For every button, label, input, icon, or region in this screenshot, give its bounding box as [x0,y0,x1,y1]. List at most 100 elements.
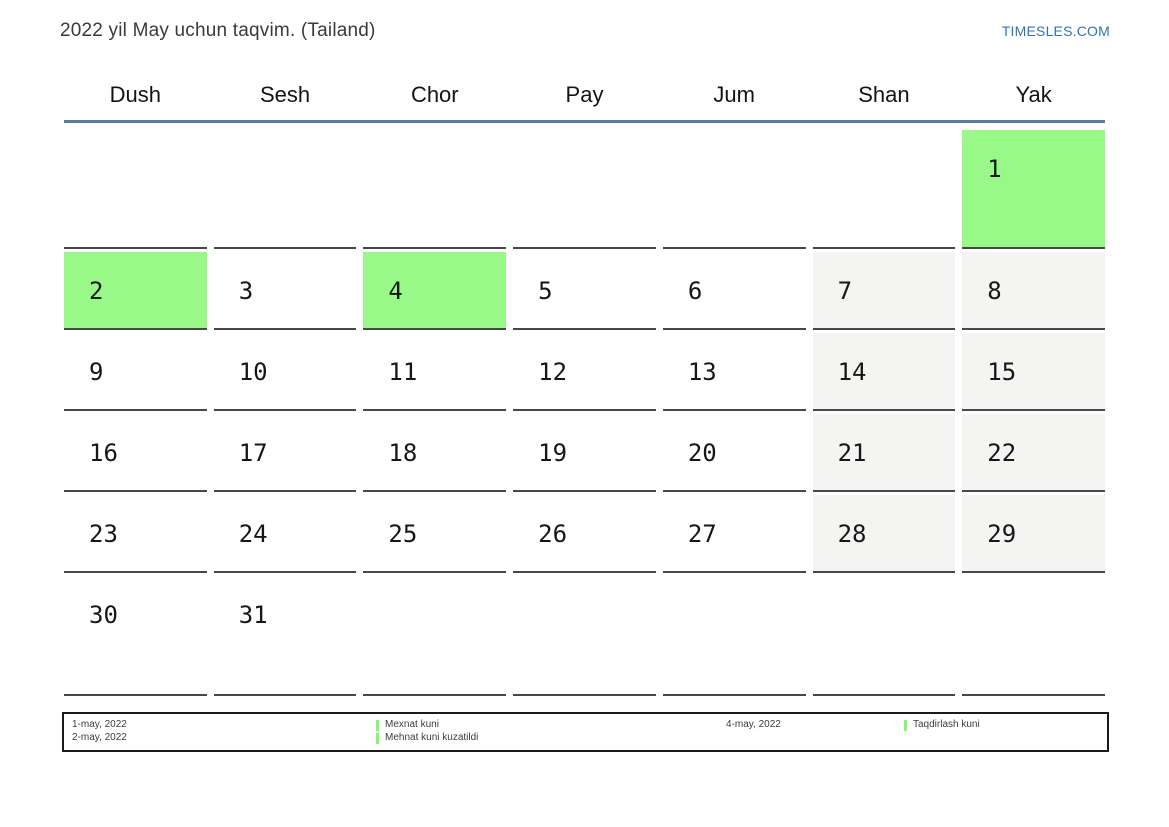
calendar-cell-day-16: 16 [64,414,207,492]
day-number: 12 [538,358,568,386]
calendar-grid: 1 2 3 4 5 6 7 8 9 10 11 12 13 14 15 16 17 18 19 20 21 22 23 24 2… [64,130,1105,696]
weekday-label-pay: Pay [565,82,604,107]
calendar-cell-day-28: 28 [812,495,956,573]
calendar-cell-day-3: 3 [213,252,357,330]
day-number: 16 [89,439,118,467]
calendar-cell-day-29: 29 [962,495,1105,573]
calendar-cell-day-27: 27 [662,495,806,573]
calendar-cell-day-18: 18 [363,414,507,492]
weekday-header-row: Dush Sesh Chor Pay Jum Shan Yak [64,82,1105,108]
calendar-cell-day-9: 9 [64,333,207,411]
calendar-cell-day-5: 5 [513,252,656,330]
weekday-label-yak: Yak [1015,82,1052,107]
calendar-cell-empty [363,576,507,696]
day-number: 13 [687,358,717,386]
day-number: 21 [837,439,867,467]
day-number: 10 [238,358,268,386]
calendar-cell-empty [363,130,507,249]
weekday-label-sesh: Sesh [259,82,311,107]
legend-item-label: Taqdirlash kuni [913,719,980,730]
calendar-cell-day-4: 4 [363,252,507,330]
calendar-cell-day-23: 23 [64,495,207,573]
legend-dates-left: 1-may, 2022 2-may, 2022 [72,719,127,744]
calendar-cell-empty [513,576,656,696]
calendar-cell-day-17: 17 [213,414,357,492]
calendar-week-row: 1 [64,130,1105,249]
calendar-cell-day-6: 6 [662,252,806,330]
legend-item-label: Mehnat kuni kuzatildi [385,732,479,743]
day-number: 29 [987,520,1017,548]
legend-color-bar-icon [904,719,907,731]
day-number: 7 [837,277,853,305]
day-number: 27 [687,520,717,548]
calendar-cell-day-15: 15 [962,333,1105,411]
calendar-cell-day-22: 22 [962,414,1105,492]
calendar-cell-day-8: 8 [962,252,1105,330]
calendar-cell-day-21: 21 [812,414,956,492]
calendar-cell-day-25: 25 [363,495,507,573]
calendar-cell-day-20: 20 [662,414,806,492]
legend-color-bar-icon [376,719,379,731]
calendar-cell-day-12: 12 [513,333,656,411]
day-number: 6 [687,277,703,305]
legend-box: 1-may, 2022 2-may, 2022 Mexnat kuni Mehnat… [62,712,1109,752]
calendar-cell-day-1: 1 [962,130,1105,249]
header-rule [64,120,1105,123]
day-number: 24 [238,520,268,548]
calendar-cell-day-30: 30 [64,576,207,696]
legend-items-right: Taqdirlash kuni [904,719,980,731]
calendar-cell-empty [812,576,956,696]
timesles-site-link[interactable]: TIMESLES.COM [1001,23,1110,39]
calendar-cell-day-10: 10 [213,333,357,411]
day-number: 11 [388,358,418,386]
legend-date: 4-may, 2022 [726,719,781,730]
weekday-label-shan: Shan [858,82,910,107]
day-number: 28 [837,520,867,548]
calendar-week-row: 23 24 25 26 27 28 29 [64,495,1105,573]
day-number: 23 [89,520,118,548]
calendar-cell-day-2: 2 [64,252,207,330]
page-header: 2022 yil May uchun taqvim. (Tailand) TIM… [0,0,1169,42]
calendar-cell-day-14: 14 [812,333,956,411]
day-number: 2 [89,277,104,305]
calendar-week-row: 16 17 18 19 20 21 22 [64,414,1105,492]
day-number: 17 [238,439,268,467]
day-number: 5 [538,277,553,305]
calendar-cell-empty [513,130,656,249]
day-number: 25 [388,520,418,548]
calendar-cell-day-11: 11 [363,333,507,411]
calendar-cell-day-24: 24 [213,495,357,573]
calendar-cell-day-13: 13 [662,333,806,411]
day-number: 19 [538,439,568,467]
weekday-label-dush: Dush [109,82,162,107]
day-number: 20 [687,439,717,467]
calendar-cell-empty [812,130,956,249]
legend-date: 1-may, 2022 [72,719,127,730]
weekday-label-jum: Jum [713,82,755,107]
calendar-cell-empty [662,576,806,696]
day-number: 3 [238,277,254,305]
day-number: 22 [987,439,1017,467]
page-title: 2022 yil May uchun taqvim. (Tailand) [60,20,376,41]
weekday-label-chor: Chor [410,82,459,107]
day-number: 8 [987,277,1002,305]
calendar-cell-empty [662,130,806,249]
legend-item: Taqdirlash kuni [904,719,980,731]
day-number: 9 [89,358,104,386]
day-number: 15 [987,358,1017,386]
legend-items-left: Mexnat kuni Mehnat kuni kuzatildi [376,719,478,744]
legend-item: Mehnat kuni kuzatildi [376,732,478,744]
day-number: 4 [388,277,403,305]
legend-date: 2-may, 2022 [72,732,127,743]
day-number: 18 [388,439,418,467]
calendar-cell-empty [962,576,1105,696]
day-number: 30 [89,601,118,629]
legend-dates-right: 4-may, 2022 [726,719,781,731]
calendar-cell-day-7: 7 [812,252,956,330]
legend-color-bar-icon [376,732,379,744]
calendar-cell-day-26: 26 [513,495,656,573]
calendar-cell-empty [64,130,207,249]
calendar-week-row: 9 10 11 12 13 14 15 [64,333,1105,411]
calendar-cell-day-31: 31 [213,576,357,696]
